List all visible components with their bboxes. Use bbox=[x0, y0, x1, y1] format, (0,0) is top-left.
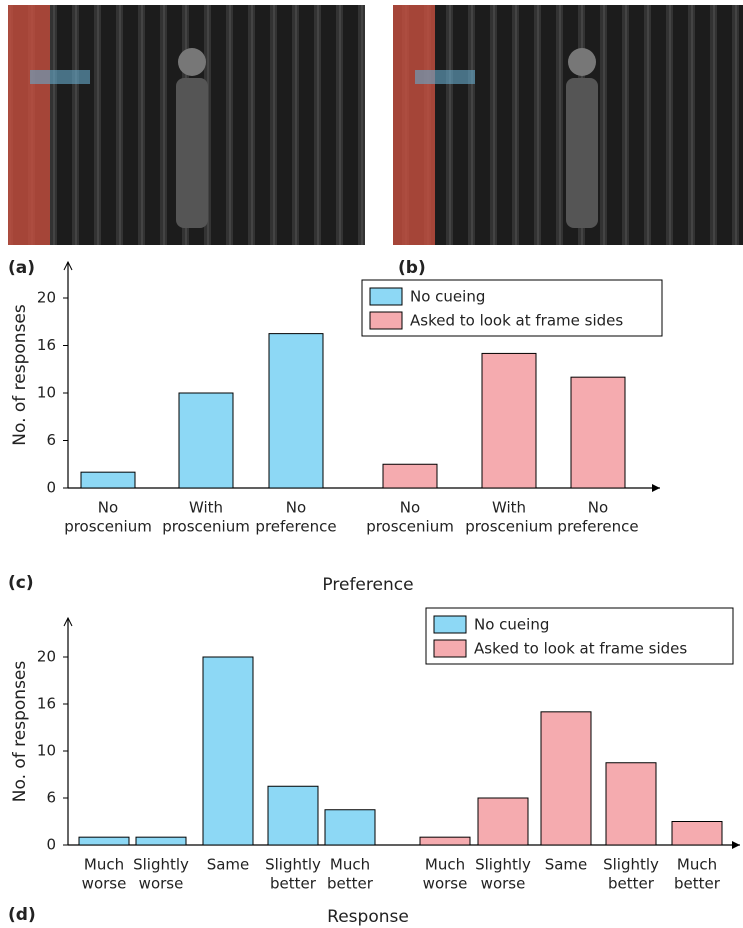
x-tick-label: Slightly bbox=[265, 856, 321, 874]
panel-label: (b) bbox=[398, 258, 426, 278]
x-tick-label: proscenium bbox=[465, 518, 553, 536]
legend-label: No cueing bbox=[410, 288, 485, 306]
bar bbox=[477, 797, 529, 846]
y-axis-arrow bbox=[63, 616, 73, 627]
bar bbox=[382, 463, 438, 489]
bar bbox=[481, 352, 537, 489]
x-tick-label: proscenium bbox=[366, 518, 454, 536]
x-tick-label: Slightly bbox=[133, 856, 189, 874]
x-axis-arrow bbox=[652, 484, 660, 492]
x-tick-label: Slightly bbox=[603, 856, 659, 874]
panel-label: (d) bbox=[8, 905, 36, 925]
x-axis-label: Preference bbox=[322, 575, 413, 595]
x-tick-label: Slightly bbox=[475, 856, 531, 874]
y-tick-label: 16 bbox=[37, 336, 56, 354]
panel-label: (c) bbox=[8, 573, 34, 593]
panel-label: (a) bbox=[8, 258, 35, 278]
bar bbox=[267, 785, 319, 846]
x-tick-label: better bbox=[608, 875, 655, 893]
y-tick-label: 20 bbox=[37, 648, 56, 666]
y-tick-label: 10 bbox=[37, 742, 56, 760]
x-tick-label: Much bbox=[330, 856, 370, 874]
x-tick-label: better bbox=[270, 875, 317, 893]
y-axis-arrow bbox=[63, 260, 73, 271]
bar bbox=[80, 471, 136, 489]
x-tick-label: Same bbox=[207, 856, 250, 874]
x-tick-label: With bbox=[492, 499, 526, 517]
legend-swatch bbox=[433, 615, 467, 634]
legend-swatch bbox=[369, 311, 403, 330]
x-tick-label: proscenium bbox=[64, 518, 152, 536]
y-axis-label: No. of responses bbox=[10, 304, 30, 446]
y-tick-label: 16 bbox=[37, 695, 56, 713]
x-tick-label: better bbox=[327, 875, 374, 893]
x-axis-label: Response bbox=[327, 907, 409, 927]
legend-label: Asked to look at frame sides bbox=[410, 312, 623, 330]
photo-a bbox=[8, 5, 365, 245]
x-tick-label: No bbox=[588, 499, 608, 517]
y-axis-label: No. of responses bbox=[10, 661, 30, 803]
x-tick-label: better bbox=[674, 875, 721, 893]
bar bbox=[570, 376, 626, 489]
x-tick-label: Much bbox=[84, 856, 124, 874]
y-tick-label: 6 bbox=[46, 789, 56, 807]
x-tick-label: Same bbox=[545, 856, 588, 874]
y-tick-label: 0 bbox=[46, 479, 56, 497]
bar bbox=[178, 392, 234, 489]
bar bbox=[78, 836, 130, 846]
bar bbox=[135, 836, 187, 846]
x-tick-label: proscenium bbox=[162, 518, 250, 536]
legend-swatch bbox=[369, 287, 403, 306]
y-tick-label: 0 bbox=[46, 836, 56, 854]
legend-swatch bbox=[433, 639, 467, 658]
legend-label: Asked to look at frame sides bbox=[474, 640, 687, 658]
legend-box bbox=[425, 607, 734, 665]
x-tick-label: No bbox=[400, 499, 420, 517]
x-tick-label: preference bbox=[557, 518, 638, 536]
y-tick-label: 20 bbox=[37, 289, 56, 307]
x-tick-label: worse bbox=[423, 875, 468, 893]
x-tick-label: Much bbox=[425, 856, 465, 874]
x-tick-label: No bbox=[98, 499, 118, 517]
y-tick-label: 10 bbox=[37, 384, 56, 402]
bar bbox=[268, 333, 324, 489]
bar bbox=[419, 836, 471, 846]
legend-label: No cueing bbox=[474, 616, 549, 634]
x-tick-label: worse bbox=[139, 875, 184, 893]
bar bbox=[605, 762, 657, 846]
x-tick-label: No bbox=[286, 499, 306, 517]
x-tick-label: preference bbox=[255, 518, 336, 536]
x-tick-label: worse bbox=[82, 875, 127, 893]
bar bbox=[202, 656, 254, 846]
bar bbox=[540, 711, 592, 846]
y-tick-label: 6 bbox=[46, 431, 56, 449]
photo-b bbox=[393, 5, 743, 245]
bar bbox=[324, 809, 376, 846]
x-tick-label: With bbox=[189, 499, 223, 517]
x-tick-label: worse bbox=[481, 875, 526, 893]
x-axis-arrow bbox=[732, 841, 740, 849]
bar bbox=[671, 821, 723, 846]
x-tick-label: Much bbox=[677, 856, 717, 874]
legend-box bbox=[361, 279, 663, 337]
